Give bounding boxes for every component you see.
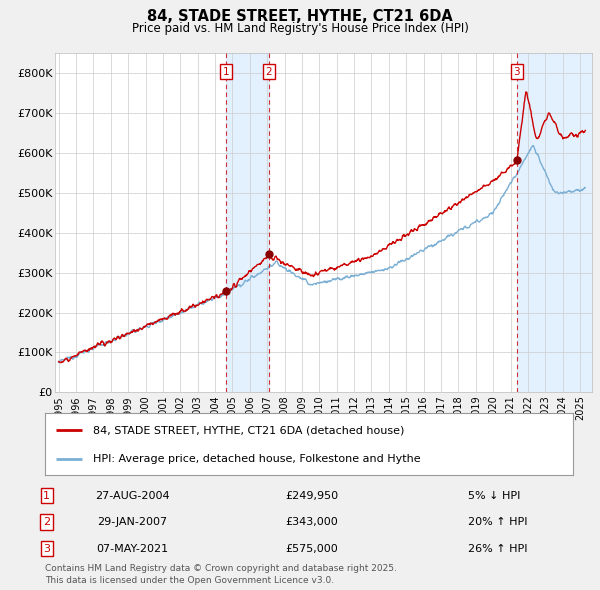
Text: 3: 3 <box>513 67 520 77</box>
Text: 2: 2 <box>43 517 50 527</box>
Text: 5% ↓ HPI: 5% ↓ HPI <box>468 491 520 500</box>
Text: Price paid vs. HM Land Registry's House Price Index (HPI): Price paid vs. HM Land Registry's House … <box>131 22 469 35</box>
Text: Contains HM Land Registry data © Crown copyright and database right 2025.
This d: Contains HM Land Registry data © Crown c… <box>45 564 397 585</box>
Text: 84, STADE STREET, HYTHE, CT21 6DA: 84, STADE STREET, HYTHE, CT21 6DA <box>147 9 453 24</box>
Bar <box>226 53 269 392</box>
Text: £249,950: £249,950 <box>286 491 338 500</box>
Text: £343,000: £343,000 <box>286 517 338 527</box>
Text: 27-AUG-2004: 27-AUG-2004 <box>95 491 169 500</box>
Text: 84, STADE STREET, HYTHE, CT21 6DA (detached house): 84, STADE STREET, HYTHE, CT21 6DA (detac… <box>92 425 404 435</box>
Text: 1: 1 <box>43 491 50 500</box>
Text: HPI: Average price, detached house, Folkestone and Hythe: HPI: Average price, detached house, Folk… <box>92 454 420 464</box>
Text: 26% ↑ HPI: 26% ↑ HPI <box>468 544 527 553</box>
Bar <box>517 53 592 392</box>
Text: 1: 1 <box>223 67 230 77</box>
Text: 2: 2 <box>265 67 272 77</box>
Text: 07-MAY-2021: 07-MAY-2021 <box>96 544 168 553</box>
Text: 29-JAN-2007: 29-JAN-2007 <box>97 517 167 527</box>
Text: 20% ↑ HPI: 20% ↑ HPI <box>468 517 527 527</box>
Text: £575,000: £575,000 <box>286 544 338 553</box>
Text: 3: 3 <box>43 544 50 553</box>
